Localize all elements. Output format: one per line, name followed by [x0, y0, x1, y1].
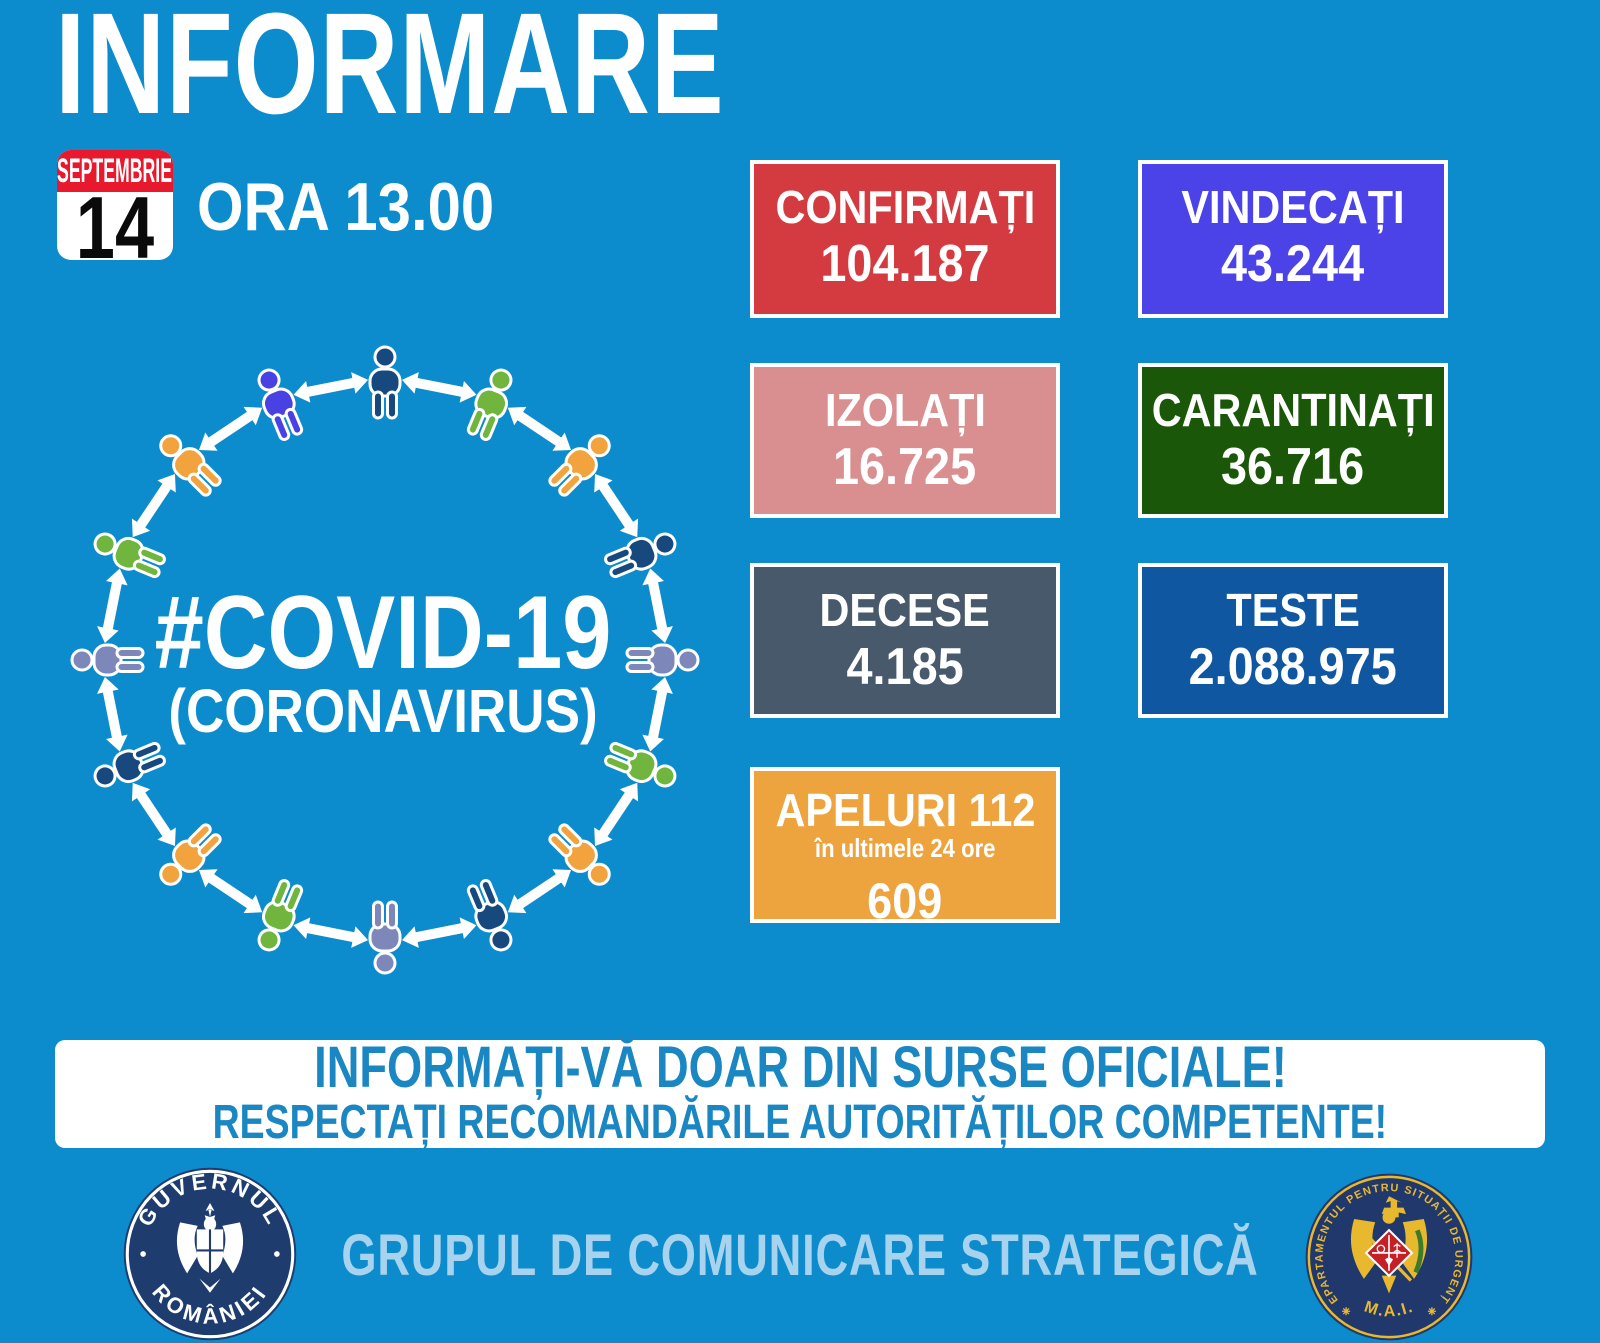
person-icon	[368, 345, 402, 420]
stat-value: 43.244	[1221, 235, 1365, 293]
double-arrow-icon	[401, 372, 477, 403]
double-arrow-icon	[594, 473, 639, 538]
double-arrow-icon	[293, 917, 369, 948]
stat-label: IZOLAȚI	[824, 384, 986, 436]
double-arrow-icon	[97, 676, 128, 752]
person-icon	[368, 900, 402, 975]
gov-logo-dot-left	[140, 1251, 146, 1257]
person-icon	[466, 368, 513, 441]
double-arrow-icon	[131, 473, 176, 538]
person-icon	[70, 643, 145, 677]
double-arrow-icon	[198, 869, 263, 914]
double-arrow-icon	[594, 782, 639, 847]
gov-logo-ring	[125, 1169, 295, 1339]
stat-value: 104.187	[820, 235, 990, 293]
person-icon	[625, 643, 700, 677]
coronavirus-subtitle: (CORONAVIRUS)	[168, 678, 597, 746]
double-arrow-icon	[401, 917, 477, 948]
stat-value: 2.088.975	[1188, 638, 1398, 696]
person-icon	[548, 434, 611, 497]
stat-value: 609	[867, 873, 943, 929]
gov-eagle-emblem	[176, 1202, 244, 1293]
stat-box-carantinati: CARANTINAȚI 36.716	[1138, 363, 1448, 518]
stat-box-teste: TESTE 2.088.975	[1138, 563, 1448, 718]
official-sources-banner: INFORMAȚI-VĂ DOAR DIN SURSE OFICIALE! RE…	[55, 1035, 1545, 1150]
dsu-mai-logo: DEPARTAMENTUL PENTRU SITUAȚII DE URGENȚĂ…	[1304, 1172, 1473, 1341]
gov-logo-dot-right	[274, 1251, 280, 1257]
stat-box-apeluri-112: APELURI 112 în ultimele 24 ore 609	[750, 767, 1060, 929]
banner-line-1: INFORMAȚI-VĂ DOAR DIN SURSE OFICIALE!	[313, 1035, 1287, 1101]
person-icon	[93, 532, 166, 579]
double-arrow-icon	[507, 869, 572, 914]
strategic-group-label: GRUPUL DE COMUNICARE STRATEGICĂ	[341, 1223, 1259, 1288]
stat-value: 36.716	[1221, 438, 1365, 496]
person-icon	[548, 823, 611, 886]
person-icon	[159, 823, 222, 886]
stat-label: TESTE	[1226, 584, 1360, 636]
person-icon	[159, 434, 222, 497]
time-label: ORA 13.00	[197, 169, 495, 245]
double-arrow-icon	[642, 568, 673, 644]
double-arrow-icon	[507, 406, 572, 451]
dsu-eagle-emblem	[1350, 1196, 1428, 1294]
dsu-star-left	[1342, 1307, 1351, 1316]
calendar-day: 14	[75, 178, 155, 260]
stat-box-decese: DECESE 4.185	[750, 563, 1060, 718]
stat-value: 4.185	[846, 638, 964, 696]
person-icon	[604, 741, 677, 788]
person-icon	[257, 368, 304, 441]
gov-romania-logo: GUVERNUL ROMÂNIEI	[123, 1167, 297, 1341]
person-icon	[257, 879, 304, 952]
stat-box-vindecati: VINDECAȚI 43.244	[1138, 160, 1448, 318]
calendar-month: SEPTEMBRIE	[57, 151, 173, 190]
calendar-month-band: SEPTEMBRIE	[57, 150, 173, 192]
double-arrow-icon	[642, 676, 673, 752]
calendar-day-area: 14	[57, 178, 173, 260]
person-icon	[93, 741, 166, 788]
double-arrow-icon	[97, 568, 128, 644]
stat-label: CONFIRMAȚI	[775, 181, 1035, 233]
double-arrow-icon	[293, 372, 369, 403]
dsu-logo-text-mai: M.A.I.	[1362, 1298, 1415, 1321]
svg-text:M.A.I.: M.A.I.	[1362, 1298, 1416, 1321]
stat-label: CARANTINAȚI	[1151, 384, 1435, 436]
double-arrow-icon	[198, 406, 263, 451]
dsu-logo-ring	[1307, 1175, 1471, 1339]
person-icon	[466, 879, 513, 952]
stat-sublabel: în ultimele 24 ore	[814, 833, 996, 863]
page-title: INFORMARE	[55, 0, 725, 144]
stat-box-izolati: IZOLAȚI 16.725	[750, 363, 1060, 518]
calendar-icon: SEPTEMBRIE 14	[57, 150, 173, 260]
stat-box-confirmati: CONFIRMAȚI 104.187	[750, 160, 1060, 318]
stat-value: 16.725	[833, 438, 977, 496]
double-arrow-icon	[131, 782, 176, 847]
person-icon	[604, 532, 677, 579]
stat-label: APELURI 112	[774, 784, 1036, 836]
stat-label: DECESE	[819, 584, 991, 636]
covid-circle-graphic: #COVID-19 (CORONAVIRUS)	[70, 345, 700, 975]
stat-label: VINDECAȚI	[1181, 181, 1405, 233]
banner-line-2: RESPECTAȚI RECOMANDĂRILE AUTORITĂȚILOR C…	[212, 1096, 1388, 1150]
dsu-star-right	[1427, 1307, 1436, 1316]
hashtag-title: #COVID-19	[155, 575, 612, 690]
